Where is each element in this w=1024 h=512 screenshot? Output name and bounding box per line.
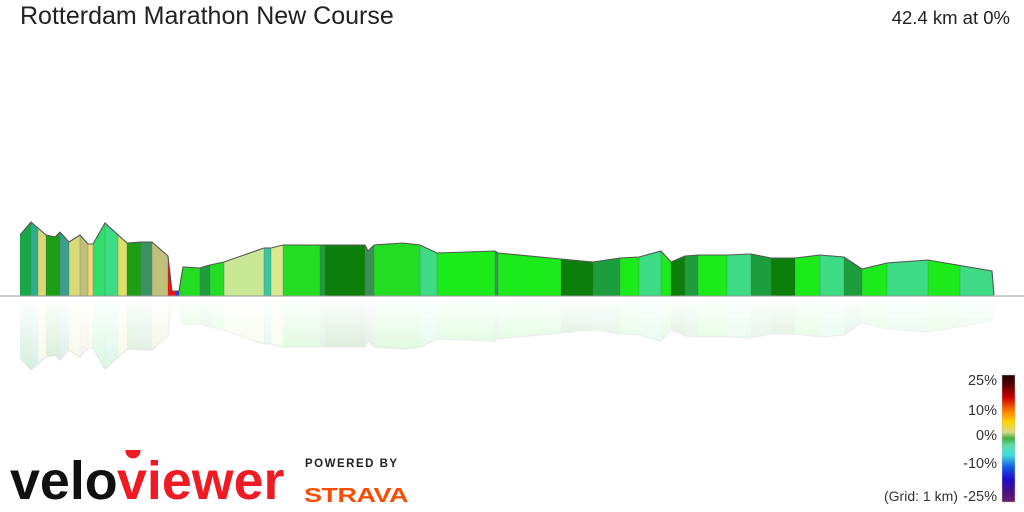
svg-text:velo: velo (10, 451, 118, 510)
svg-text:STRAVA: STRAVA (304, 484, 408, 507)
svg-text:-10%: -10% (963, 456, 997, 472)
svg-text:(Grid: 1 km): (Grid: 1 km) (884, 488, 958, 504)
svg-text:0%: 0% (976, 428, 997, 444)
svg-text:viewer: viewer (117, 451, 285, 510)
svg-text:10%: 10% (968, 403, 997, 419)
svg-text:POWERED BY: POWERED BY (305, 458, 399, 470)
svg-text:25%: 25% (968, 373, 997, 389)
svg-text:-25%: -25% (963, 489, 997, 505)
